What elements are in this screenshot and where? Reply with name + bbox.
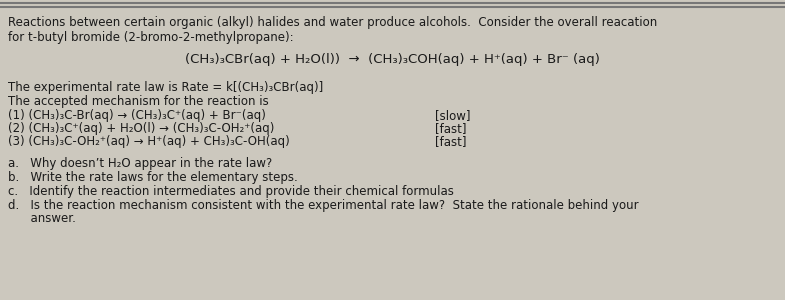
Text: c.   Identify the reaction intermediates and provide their chemical formulas: c. Identify the reaction intermediates a…: [8, 185, 454, 198]
Text: (3) (CH₃)₃C-OH₂⁺(aq) → H⁺(aq) + CH₃)₃C-OH(aq): (3) (CH₃)₃C-OH₂⁺(aq) → H⁺(aq) + CH₃)₃C-O…: [8, 135, 290, 148]
Text: The experimental rate law is Rate = k[(CH₃)₃CBr(aq)]: The experimental rate law is Rate = k[(C…: [8, 81, 323, 94]
Text: a.   Why doesn’t H₂O appear in the rate law?: a. Why doesn’t H₂O appear in the rate la…: [8, 157, 272, 170]
Text: (2) (CH₃)₃C⁺(aq) + H₂O(l) → (CH₃)₃C-OH₂⁺(aq): (2) (CH₃)₃C⁺(aq) + H₂O(l) → (CH₃)₃C-OH₂⁺…: [8, 122, 275, 135]
Text: (1) (CH₃)₃C-Br(aq) → (CH₃)₃C⁺(aq) + Br⁻(aq): (1) (CH₃)₃C-Br(aq) → (CH₃)₃C⁺(aq) + Br⁻(…: [8, 109, 266, 122]
Text: answer.: answer.: [8, 212, 76, 225]
Text: Reactions between certain organic (alkyl) halides and water produce alcohols.  C: Reactions between certain organic (alkyl…: [8, 16, 657, 29]
Text: [fast]: [fast]: [435, 122, 466, 135]
Text: The accepted mechanism for the reaction is: The accepted mechanism for the reaction …: [8, 95, 268, 108]
Text: for t-butyl bromide (2-bromo-2-methylpropane):: for t-butyl bromide (2-bromo-2-methylpro…: [8, 31, 294, 44]
Text: b.   Write the rate laws for the elementary steps.: b. Write the rate laws for the elementar…: [8, 171, 298, 184]
Text: [slow]: [slow]: [435, 109, 470, 122]
Text: [fast]: [fast]: [435, 135, 466, 148]
Text: d.   Is the reaction mechanism consistent with the experimental rate law?  State: d. Is the reaction mechanism consistent …: [8, 199, 639, 212]
Text: (CH₃)₃CBr(aq) + H₂O(l))  →  (CH₃)₃COH(aq) + H⁺(aq) + Br⁻ (aq): (CH₃)₃CBr(aq) + H₂O(l)) → (CH₃)₃COH(aq) …: [184, 53, 600, 66]
